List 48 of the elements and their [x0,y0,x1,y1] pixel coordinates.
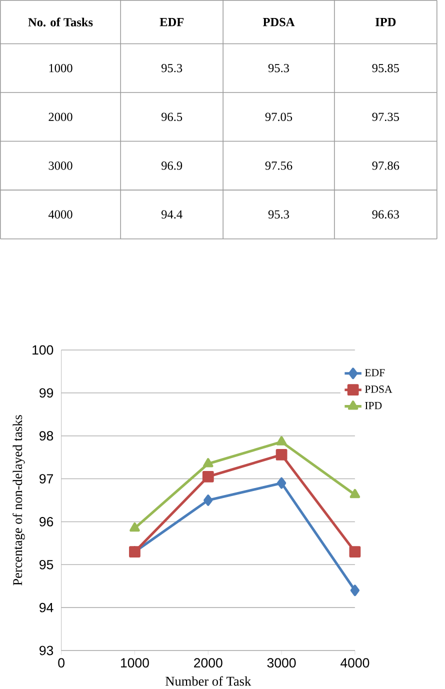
legend-label: IPD [365,402,382,410]
data-label: 94.4 [162,210,182,219]
y-tick-label: 2000 [48,112,72,122]
y-tick-label: 4000 [48,210,72,219]
y-axis-title: Percentage of non-delayed tasks [12,415,25,586]
y-tick-label: 93 [40,646,54,656]
x-tick-label: 0 [58,658,65,668]
x-tick-label: 4000 [340,658,370,668]
data-label: 95.3 [162,64,182,72]
data-label: 95.3 [268,210,290,219]
y-tick-label: 1000 [49,64,72,72]
x-tick-label: IPD [376,18,396,26]
x-tick-label: EDF [160,18,184,26]
x-tick-label: 2000 [194,658,222,668]
legend-label: EDF [365,369,385,376]
data-label: 97.05 [265,112,292,122]
data-label: 97.56 [265,162,292,170]
y-tick-label: 97 [40,474,54,484]
point [204,494,213,506]
point [202,470,214,482]
point [350,488,360,498]
y-tick-label: 100 [32,345,54,355]
point [277,477,286,489]
point [130,522,140,532]
data-label: 97.86 [372,162,400,170]
x-tick-label: 1000 [121,658,150,668]
y-tick-label: 98 [40,431,54,441]
data-label: 96.5 [162,112,182,122]
data-label: 96.63 [372,210,400,219]
data-label: 95.85 [372,64,400,72]
point [276,449,288,460]
x-tick-label: 3000 [267,658,296,668]
x-axis-title: Number of Task [166,676,252,686]
legend-label: PDSA [365,386,392,393]
point [203,458,214,468]
y-tick-label: 94 [40,602,54,612]
data-label: 95.3 [268,64,290,72]
y-axis-title: No. of Tasks [28,18,93,26]
data-label: 97.35 [372,112,400,122]
point [276,436,287,446]
x-tick-label: PDSA [263,18,295,26]
y-tick-label: 99 [40,388,54,398]
y-tick-label: 95 [40,560,54,570]
y-tick-label: 3000 [48,162,72,170]
y-tick-label: 96 [40,517,54,526]
data-label: 96.9 [162,162,182,170]
point [350,584,360,596]
point [349,546,361,558]
